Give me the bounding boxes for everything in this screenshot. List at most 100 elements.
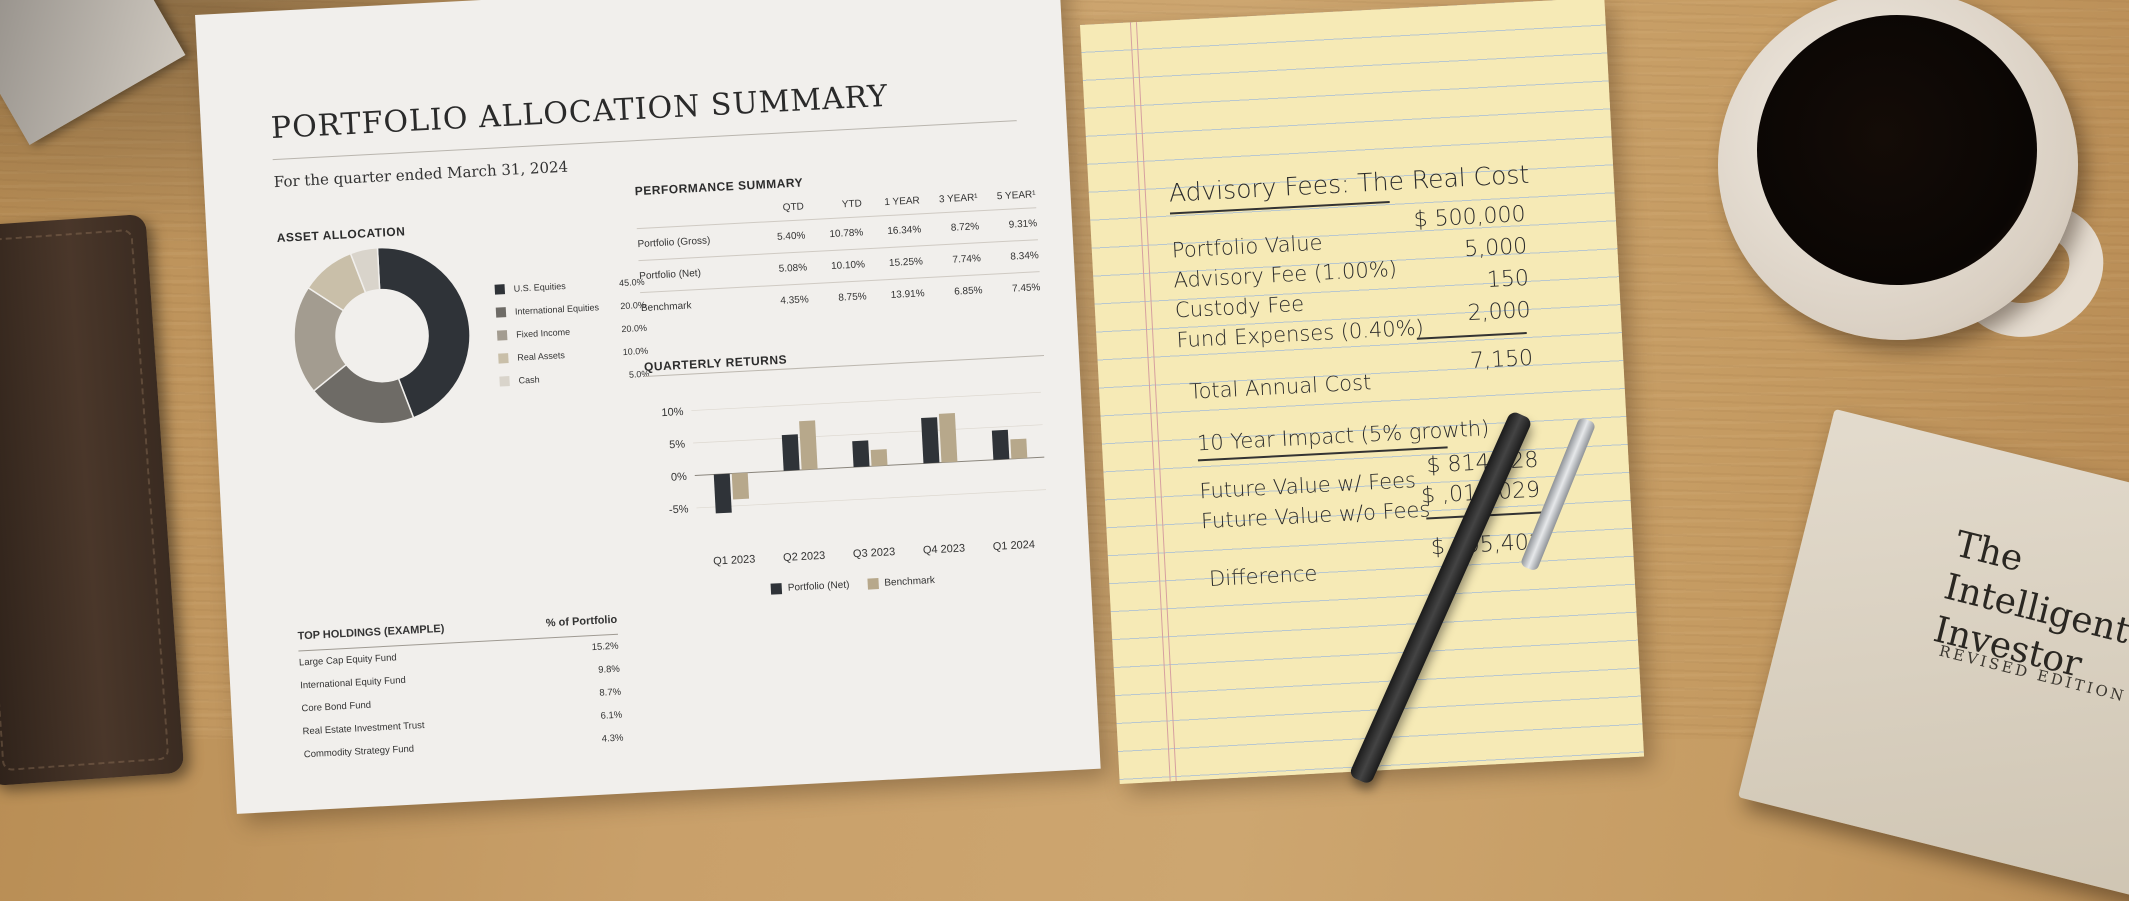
asset-allocation-label: ASSET ALLOCATION: [276, 224, 406, 246]
cell-value: 6.85%: [953, 285, 983, 298]
holding-pct: 15.2%: [591, 640, 619, 654]
coffee-surface: [1757, 15, 2037, 285]
performance-table: QTD YTD 1 YEAR 3 YEAR¹ 5 YEAR¹ Portfolio (Gro…: [635, 181, 1042, 325]
row-label: Advisory Fee (1.00%): [1172, 256, 1398, 293]
allocation-donut: [293, 246, 471, 425]
cell-value: 8.75%: [838, 291, 867, 304]
cell-value: 7.74%: [952, 253, 982, 266]
legend-swatch: [495, 306, 507, 318]
x-tick-label: Q4 2023: [923, 542, 966, 556]
report-title: PORTFOLIO ALLOCATION SUMMARY: [270, 78, 890, 147]
row-value: 150: [1486, 265, 1530, 294]
holding-pct: 9.8%: [597, 663, 621, 676]
holding-name: Core Bond Fund: [301, 699, 372, 715]
cell-value: 4.35%: [780, 294, 810, 307]
sum-line: [1416, 332, 1527, 340]
chart-legend-item: Portfolio (Net): [770, 579, 850, 595]
impact-label: Future Value w/ Fees: [1198, 468, 1417, 504]
row-label: Fund Expenses (0.40%): [1176, 315, 1425, 353]
column-header: 3 YEAR¹: [938, 191, 978, 205]
bar-benchmark: [799, 420, 818, 470]
legend-label: U.S. Equities: [513, 280, 566, 294]
bar-portfolio-net: [991, 429, 1010, 460]
row-name: Benchmark: [640, 300, 692, 315]
holding-name: International Equity Fund: [299, 674, 407, 692]
impact-title: 10 Year Impact (5% growth): [1196, 416, 1490, 456]
difference-label: Difference: [1208, 561, 1318, 591]
report-subtitle: For the quarter ended March 31, 2024: [273, 157, 569, 192]
x-tick-label: Q2 2023: [783, 550, 826, 564]
legal-pad: Advisory Fees: The Real Cost Portfolio V…: [1080, 0, 1645, 784]
holding-name: Commodity Strategy Fund: [303, 743, 415, 761]
x-tick-label: Q3 2023: [853, 546, 896, 560]
row-label: Portfolio Value: [1171, 230, 1324, 263]
donut-slice: [376, 246, 471, 419]
y-tick-label: 5%: [669, 438, 686, 451]
cell-value: 15.25%: [888, 256, 924, 270]
legend-label: International Equities: [514, 301, 600, 317]
legend-pct: 10.0%: [622, 345, 649, 357]
cell-value: 8.72%: [950, 221, 980, 234]
bar-portfolio-net: [852, 440, 870, 468]
legend-swatch: [498, 352, 509, 364]
cell-value: 9.31%: [1008, 218, 1038, 231]
cell-value: 10.78%: [829, 227, 864, 241]
row-name: Portfolio (Gross): [637, 235, 711, 251]
bar-benchmark: [1010, 438, 1028, 459]
bar-benchmark: [938, 413, 958, 463]
y-tick-label: -5%: [669, 503, 689, 516]
row-name: Portfolio (Net): [639, 267, 702, 283]
legend-swatch: [499, 375, 510, 387]
chart-legend: Portfolio (Net) Benchmark: [770, 575, 935, 595]
allocation-legend: U.S. Equities 45.0% International Equities…: [494, 270, 650, 393]
holding-pct: 8.7%: [599, 686, 622, 699]
chart-legend-label: Portfolio (Net): [787, 579, 850, 594]
cell-value: 8.34%: [1010, 250, 1040, 263]
notepad-title: Advisory Fees: The Real Cost: [1168, 159, 1530, 208]
holding-pct: 6.1%: [600, 709, 623, 722]
column-header: 5 YEAR¹: [996, 188, 1036, 202]
y-tick-label: 0%: [671, 471, 688, 484]
quarterly-returns-chart: 10% 5% 0% -5% Q1 2023 Q2 2023 Q3 2023 Q4 2023 Q1…: [661, 391, 1047, 568]
column-header: 1 YEAR: [884, 194, 920, 208]
gridline: [696, 489, 1047, 509]
total-label: Total Annual Cost: [1188, 370, 1372, 404]
bar-benchmark: [870, 449, 888, 467]
y-tick-label: 10%: [661, 406, 684, 419]
legend-swatch: [494, 283, 506, 295]
holdings-pct-label: % of Portfolio: [545, 613, 618, 630]
portfolio-report: PORTFOLIO ALLOCATION SUMMARY For the qua…: [195, 0, 1101, 814]
bar-portfolio-net: [781, 434, 800, 471]
cell-value: 10.10%: [830, 259, 866, 273]
row-value: $ 500,000: [1413, 201, 1527, 233]
chart-legend-label: Benchmark: [884, 575, 936, 589]
donut-slice: [349, 246, 381, 294]
cell-value: 13.91%: [890, 288, 925, 301]
chart-legend-item: Benchmark: [867, 575, 935, 590]
chart-legend-swatch: [770, 583, 783, 595]
column-header: QTD: [782, 200, 805, 213]
holding-name: Real Estate Investment Trust: [302, 719, 425, 738]
legend-swatch: [496, 329, 508, 341]
bar-portfolio-net: [921, 417, 940, 464]
cell-value: 7.45%: [1011, 282, 1041, 295]
row-value: 2,000: [1466, 297, 1532, 327]
bar-portfolio-net: [713, 473, 732, 514]
x-tick-label: Q1 2023: [713, 553, 756, 567]
chart-legend-swatch: [867, 578, 879, 590]
bar-benchmark: [731, 472, 750, 500]
cell-value: 5.08%: [778, 262, 808, 275]
x-tick-label: Q1 2024: [993, 539, 1036, 553]
legend-label: Cash: [518, 373, 540, 386]
holding-name: Large Cap Equity Fund: [298, 652, 397, 669]
quarterly-returns-label: QUARTERLY RETURNS: [643, 352, 788, 374]
row-label: Custody Fee: [1174, 291, 1305, 323]
total-value: 7,150: [1469, 345, 1534, 375]
legend-pct: 20.0%: [621, 322, 648, 334]
column-header: YTD: [841, 197, 863, 210]
cell-value: 5.40%: [776, 230, 806, 243]
holdings-table: TOP HOLDINGS (EXAMPLE) % of Portfolio La…: [297, 613, 624, 767]
row-value: 5,000: [1463, 233, 1528, 263]
legend-label: Real Assets: [517, 349, 566, 363]
gridline: [691, 391, 1041, 411]
